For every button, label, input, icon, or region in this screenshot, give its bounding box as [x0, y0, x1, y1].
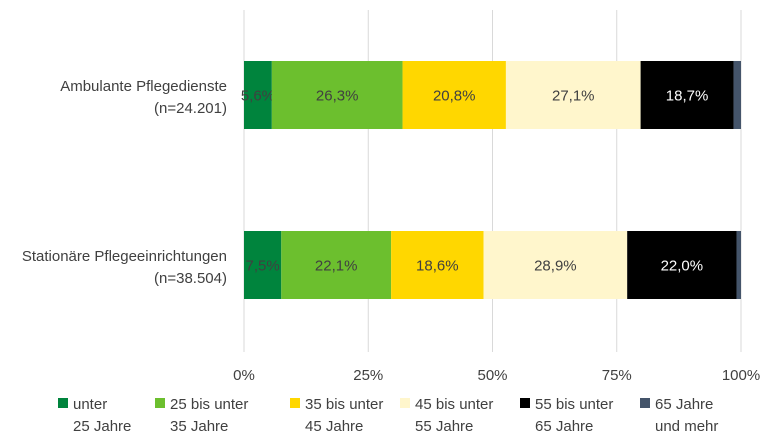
bar-segment	[505, 61, 641, 129]
bar-segment	[391, 231, 484, 299]
legend-label: 55 bis unter 65 Jahre	[535, 396, 614, 435]
x-tick-label: 50%	[477, 367, 507, 384]
legend: unter 25 Jahre 25 bis unter 35 Jahre 35 bi…	[58, 394, 778, 440]
bar-segment	[736, 231, 741, 299]
legend-swatch	[520, 398, 530, 408]
data-label: 20,8%	[433, 88, 476, 105]
bar-segment	[271, 61, 403, 129]
bar-segment	[627, 231, 737, 299]
data-label: 18,7%	[666, 88, 709, 105]
data-label: 18,6%	[416, 258, 459, 275]
legend-label: 35 bis unter 45 Jahre	[305, 396, 384, 435]
legend-swatch	[58, 398, 68, 408]
data-label: 22,1%	[315, 258, 358, 275]
data-label: 5,6%	[241, 88, 275, 105]
data-label: 7,5%	[246, 258, 280, 275]
bar-segment	[640, 61, 734, 129]
data-label: 28,9%	[534, 258, 577, 275]
data-label: 27,1%	[552, 88, 595, 105]
bar-segment	[402, 61, 506, 129]
bar-segment	[244, 231, 282, 299]
legend-label: unter 25 Jahre	[73, 396, 132, 435]
x-tick-label: 100%	[722, 367, 760, 384]
category-label: Ambulante Pflegedienste (n=24.201)	[60, 78, 227, 117]
legend-swatch	[400, 398, 410, 408]
legend-swatch	[640, 398, 650, 408]
data-label: 22,0%	[661, 258, 704, 275]
x-tick-labels: 0% 25% 50% 75% 100%	[233, 367, 760, 384]
x-tick-label: 25%	[353, 367, 383, 384]
category-label: Stationäre Pflegeeinrichtungen (n=38.504)	[22, 248, 227, 287]
bar-segment	[244, 61, 272, 129]
legend-label: 25 bis unter 35 Jahre	[170, 396, 249, 435]
legend-label: 65 Jahre und mehr	[655, 396, 719, 435]
bar-segment	[733, 61, 741, 129]
x-tick-label: 75%	[602, 367, 632, 384]
legend-item: unter 25 Jahre	[58, 394, 131, 438]
legend-item: 25 bis unter 35 Jahre	[155, 394, 248, 438]
bar-segment	[483, 231, 628, 299]
legend-swatch	[290, 398, 300, 408]
stacked-bar-chart: 5,6% 26,3% 20,8% 27,1% 18,7% 7,5% 22,1% 18,6% 28…	[22, 10, 760, 384]
legend-swatch	[155, 398, 165, 408]
bars: 5,6% 26,3% 20,8% 27,1% 18,7% 7,5% 22,1% 18,6% 28…	[241, 61, 741, 299]
legend-label: 45 bis unter 55 Jahre	[415, 396, 494, 435]
legend-item: 45 bis unter 55 Jahre	[400, 394, 493, 438]
data-label: 26,3%	[316, 88, 359, 105]
x-tick-label: 0%	[233, 367, 255, 384]
category-labels: Ambulante Pflegedienste (n=24.201) Station…	[22, 78, 227, 287]
bar-segment	[281, 231, 392, 299]
legend-item: 55 bis unter 65 Jahre	[520, 394, 613, 438]
legend-item: 65 Jahre und mehr	[640, 394, 718, 438]
legend-item: 35 bis unter 45 Jahre	[290, 394, 383, 438]
